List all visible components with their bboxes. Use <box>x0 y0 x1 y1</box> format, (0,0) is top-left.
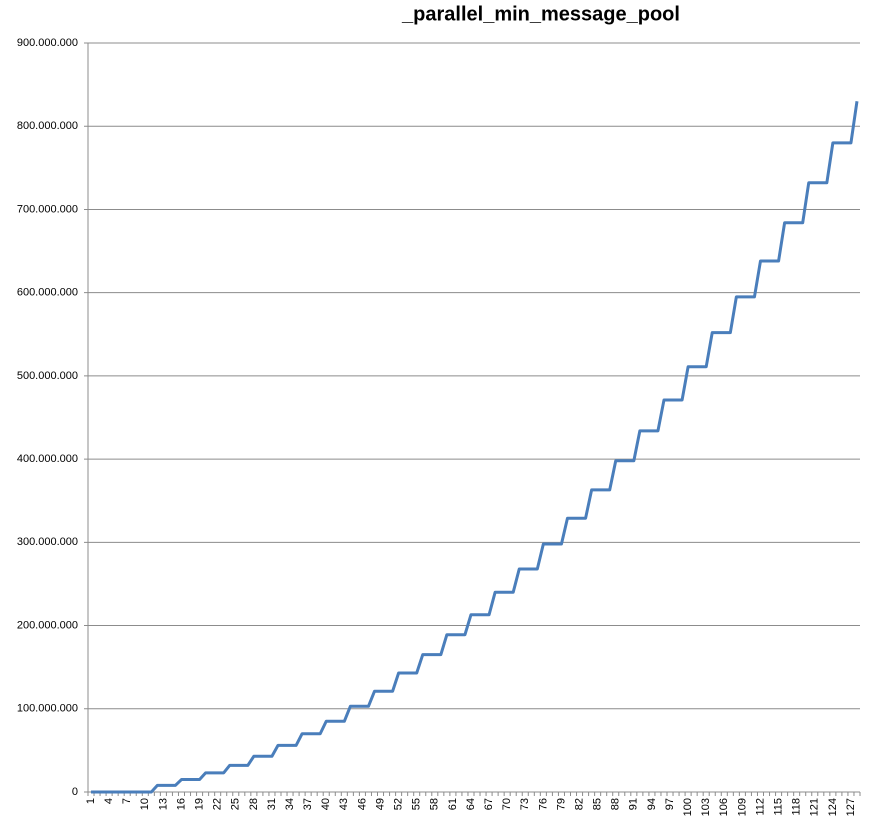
x-tick-label: 58 <box>429 798 441 810</box>
x-tick-label: 43 <box>338 798 350 810</box>
x-tick-label: 16 <box>175 798 187 810</box>
x-tick-label: 46 <box>356 798 368 810</box>
x-tick-label: 124 <box>827 798 839 816</box>
x-tick-label: 10 <box>139 798 151 810</box>
y-tick-label: 700.000.000 <box>17 203 78 215</box>
x-tick-label: 4 <box>103 798 115 804</box>
y-tick-label: 500.000.000 <box>17 370 78 382</box>
x-tick-label: 31 <box>266 798 278 810</box>
x-tick-label: 109 <box>736 798 748 816</box>
x-tick-label: 100 <box>682 798 694 816</box>
x-tick-label: 22 <box>212 798 224 810</box>
x-tick-label: 55 <box>411 798 423 810</box>
x-tick-label: 19 <box>193 798 205 810</box>
x-tick-label: 76 <box>537 798 549 810</box>
y-tick-label: 400.000.000 <box>17 453 78 465</box>
x-tick-label: 88 <box>610 798 622 810</box>
y-tick-label: 600.000.000 <box>17 287 78 299</box>
x-tick-label: 49 <box>374 798 386 810</box>
x-tick-label: 28 <box>248 798 260 810</box>
y-tick-label: 900.000.000 <box>17 37 78 49</box>
x-tick-label: 67 <box>483 798 495 810</box>
y-tick-label: 200.000.000 <box>17 619 78 631</box>
x-tick-label: 112 <box>754 798 766 816</box>
x-tick-label: 73 <box>519 798 531 810</box>
x-tick-label: 1 <box>85 798 97 804</box>
x-tick-label: 13 <box>157 798 169 810</box>
y-tick-label: 300.000.000 <box>17 536 78 548</box>
x-tick-label: 25 <box>230 798 242 810</box>
x-tick-label: 127 <box>845 798 857 816</box>
y-tick-label: 800.000.000 <box>17 120 78 132</box>
x-tick-label: 94 <box>646 798 658 810</box>
chart-title: _parallel_min_message_pool <box>401 3 680 25</box>
x-tick-label: 70 <box>501 798 513 810</box>
y-tick-label: 100.000.000 <box>17 703 78 715</box>
x-tick-label: 79 <box>555 798 567 810</box>
x-tick-label: 121 <box>809 798 821 816</box>
x-tick-label: 97 <box>664 798 676 810</box>
x-tick-label: 118 <box>791 798 803 816</box>
x-tick-label: 37 <box>302 798 314 810</box>
x-tick-label: 91 <box>628 798 640 810</box>
y-tick-label: 0 <box>72 786 78 798</box>
x-tick-label: 82 <box>573 798 585 810</box>
x-tick-label: 64 <box>465 798 477 810</box>
x-tick-label: 52 <box>393 798 405 810</box>
x-tick-label: 7 <box>121 798 133 804</box>
data-line <box>91 101 859 794</box>
x-tick-label: 106 <box>718 798 730 816</box>
x-tick-label: 40 <box>320 798 332 810</box>
x-tick-label: 34 <box>284 798 296 810</box>
x-tick-label: 85 <box>592 798 604 810</box>
x-tick-label: 61 <box>447 798 459 810</box>
x-tick-label: 115 <box>772 798 784 816</box>
x-tick-label: 103 <box>700 798 712 816</box>
